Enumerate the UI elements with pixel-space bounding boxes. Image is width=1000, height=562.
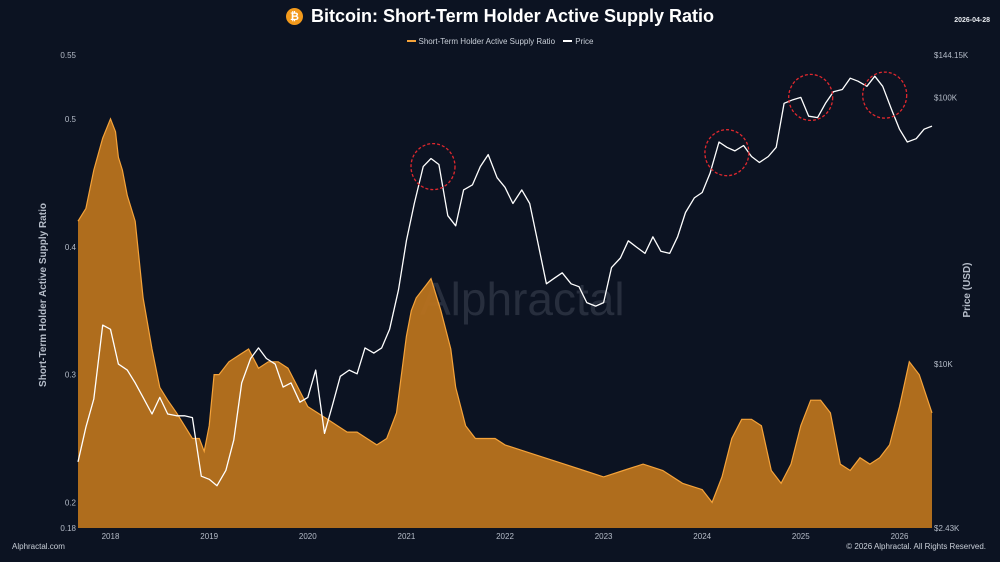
x-tick-label: 2024 <box>693 532 711 541</box>
left-axis-ticks: 0.55 0.5 0.4 0.3 0.2 0.18 <box>60 51 76 533</box>
footer-source: Alphractal.com <box>12 542 65 551</box>
chart-title-text: Bitcoin: Short-Term Holder Active Supply… <box>310 6 715 26</box>
right-axis-title: Price (USD) <box>962 262 973 317</box>
left-tick-label: 0.18 <box>60 524 76 533</box>
right-tick-label: $2.43K <box>934 524 960 533</box>
x-tick-label: 2018 <box>102 532 120 541</box>
highlight-circle-3 <box>788 73 834 122</box>
left-tick-label: 0.55 <box>60 51 76 60</box>
legend-swatch-ratio <box>406 40 416 42</box>
x-tick-label: 2020 <box>299 532 317 541</box>
left-tick-label: 0.3 <box>65 371 77 380</box>
highlight-layer <box>410 71 908 191</box>
left-tick-label: 0.4 <box>65 243 77 252</box>
right-tick-label: $100K <box>934 93 958 102</box>
chart-title: ₿ Bitcoin: Short-Term Holder Active Supp… <box>285 6 715 27</box>
legend-swatch-price <box>563 40 573 42</box>
chart-legend: Short-Term Holder Active Supply Ratio Pr… <box>0 35 1000 46</box>
date-stamp: 2026-04-28 <box>954 17 990 24</box>
x-tick-label: 2025 <box>792 532 810 541</box>
highlight-circle-4 <box>862 71 908 119</box>
price-series-line <box>77 75 933 487</box>
legend-label-ratio: Short-Term Holder Active Supply Ratio <box>418 36 556 46</box>
right-tick-label: $144.15K <box>934 51 969 60</box>
bitcoin-icon: ₿ <box>285 8 303 25</box>
price-line-layer <box>77 75 933 487</box>
x-tick-label: 2026 <box>891 532 909 541</box>
left-tick-label: 0.2 <box>65 498 77 507</box>
watermark-logo: Alphractal <box>420 273 625 325</box>
right-axis-ticks: $144.15K $100K $10K $2.43K <box>934 51 969 533</box>
ratio-series-line <box>77 117 933 504</box>
legend-item-ratio[interactable]: Short-Term Holder Active Supply Ratio <box>406 36 556 46</box>
ratio-area-layer <box>77 117 933 529</box>
x-tick-label: 2022 <box>496 532 514 541</box>
highlight-circle-2 <box>704 129 750 177</box>
legend-item-price[interactable]: Price <box>563 37 593 46</box>
x-tick-label: 2023 <box>595 532 613 541</box>
x-axis-ticks: 2018 2019 2020 2021 2022 2023 2024 2025 2026 <box>102 532 909 541</box>
left-tick-label: 0.5 <box>65 115 77 124</box>
highlight-circle-1 <box>410 142 456 191</box>
legend-label-price: Price <box>575 36 594 46</box>
ratio-area-fill <box>78 118 932 529</box>
left-axis-title: Short-Term Holder Active Supply Ratio <box>38 203 49 387</box>
x-tick-label: 2021 <box>398 532 416 541</box>
right-tick-label: $10K <box>934 360 953 369</box>
footer-copyright: © 2026 Alphractal. All Rights Reserved. <box>846 542 986 551</box>
x-tick-label: 2019 <box>200 532 218 541</box>
chart-header: ₿ Bitcoin: Short-Term Holder Active Supp… <box>0 6 1000 27</box>
